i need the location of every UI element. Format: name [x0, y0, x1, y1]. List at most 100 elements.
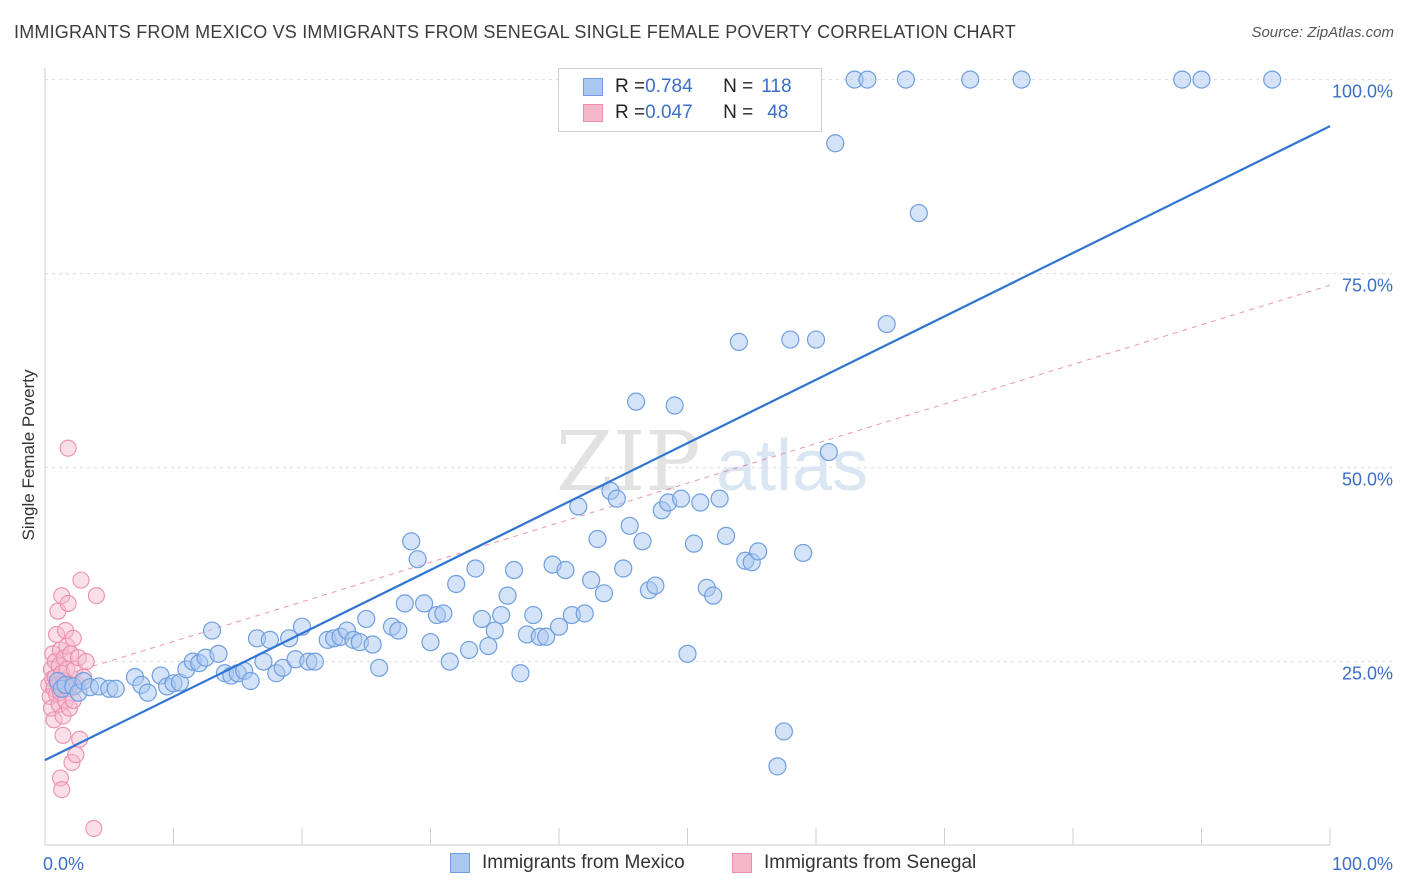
mexico-point	[768, 757, 787, 776]
senegal-point	[67, 746, 85, 764]
mexico-point	[794, 543, 813, 563]
mexico-point	[896, 70, 916, 89]
senegal-point	[60, 699, 78, 717]
mexico-point	[209, 644, 228, 663]
source-label: Source: ZipAtlas.com	[1251, 24, 1394, 41]
legend-r-value: 0.784	[645, 76, 693, 97]
legend-label-senegal: Immigrants from Senegal	[764, 852, 977, 873]
mexico-point	[1012, 70, 1031, 89]
mexico-point	[819, 442, 838, 462]
grid-lines	[45, 79, 1395, 663]
mexico-point	[363, 635, 382, 654]
mexico-point	[472, 609, 491, 629]
senegal-point	[59, 594, 77, 612]
mexico-point	[607, 489, 626, 508]
legend-row-senegal: R = 0.047 N = 48	[583, 101, 788, 125]
mexico-point	[716, 526, 736, 545]
legend-row-mexico: R = 0.784 N = 118	[583, 75, 792, 99]
legend-r-value: 0.047	[645, 102, 693, 123]
mexico-point	[389, 621, 408, 640]
mexico-trendline-group	[44, 125, 1331, 762]
legend-swatch-mexico	[583, 78, 603, 96]
chart-title: IMMIGRANTS FROM MEXICO VS IMMIGRANTS FRO…	[14, 22, 1016, 42]
legend-swatch-senegal	[583, 104, 603, 122]
senegal-point	[64, 629, 82, 647]
mexico-point	[749, 542, 768, 561]
legend-r-label: R =	[615, 76, 646, 97]
senegal-point	[69, 649, 87, 667]
mexico-point	[588, 529, 607, 549]
mexico-point	[594, 584, 614, 603]
mexico-point	[646, 576, 665, 595]
senegal-point	[63, 753, 81, 772]
mexico-point	[1263, 70, 1282, 89]
mexico-point	[447, 574, 466, 594]
mexico-point	[826, 134, 845, 153]
mexico-point	[710, 489, 729, 508]
mexico-point	[408, 550, 427, 569]
mexico-point	[138, 683, 157, 702]
y-tick-label: 25.0%	[1342, 664, 1393, 684]
mexico-point	[273, 658, 292, 677]
mexico-point	[434, 604, 453, 623]
senegal-point	[54, 726, 72, 744]
mexico-point	[402, 532, 421, 551]
legend-swatch-senegal	[732, 853, 752, 873]
senegal-points	[40, 439, 105, 837]
mexico-point	[498, 586, 517, 605]
legend-item-mexico[interactable]: Immigrants from Mexico	[450, 852, 685, 874]
mexico-point	[582, 571, 601, 590]
mexico-point	[806, 330, 826, 349]
mexico-point	[774, 722, 793, 741]
senegal-point	[59, 439, 77, 457]
legend-n-label: N =	[723, 102, 754, 123]
mexico-point	[524, 605, 543, 625]
mexico-point	[1173, 70, 1192, 89]
mexico-point	[485, 621, 504, 640]
x-tick-label: 100.0%	[1332, 854, 1393, 874]
mexico-point	[106, 679, 125, 698]
mexico-point	[909, 203, 928, 223]
y-tick-label: 100.0%	[1332, 82, 1393, 102]
legend-label-mexico: Immigrants from Mexico	[482, 852, 685, 873]
mexico-point	[459, 640, 479, 660]
mexico-point	[466, 559, 485, 578]
senegal-point	[85, 819, 103, 837]
mexico-point	[1192, 70, 1211, 89]
legend-n-value: 48	[767, 102, 789, 123]
senegal-trendline-group	[44, 284, 1331, 682]
mexico-point	[414, 594, 434, 613]
mexico-point	[504, 560, 524, 580]
legend-item-senegal[interactable]: Immigrants from Senegal	[732, 852, 976, 874]
mexico-point	[357, 609, 376, 629]
mexico-point	[620, 516, 639, 535]
mexico-point	[421, 633, 440, 652]
mexico-point	[575, 604, 594, 623]
mexico-point	[729, 332, 749, 351]
mexico-point	[858, 70, 877, 89]
mexico-point	[241, 671, 260, 691]
senegal-point	[87, 587, 105, 605]
mexico-point	[370, 658, 389, 677]
senegal-point	[72, 571, 90, 589]
mexico-trendline	[44, 125, 1331, 762]
mexico-point	[202, 621, 222, 640]
stats-legend: R = 0.784 N = 118 R = 0.047 N = 48	[558, 68, 822, 132]
legend-swatch-mexico	[450, 853, 470, 873]
mexico-point	[395, 594, 414, 613]
mexico-point	[626, 392, 646, 411]
y-tick-label: 50.0%	[1342, 470, 1393, 490]
mexico-point	[511, 664, 530, 683]
mexico-point	[537, 627, 556, 646]
senegal-point	[53, 781, 71, 799]
legend-n-label: N =	[723, 76, 754, 97]
mexico-point	[671, 489, 691, 508]
mexico-point	[549, 617, 569, 636]
y-tick-label: 75.0%	[1342, 276, 1393, 296]
legend-n-value: 118	[761, 76, 792, 97]
mexico-point	[556, 560, 575, 580]
senegal-point	[45, 711, 63, 729]
mexico-point	[633, 532, 652, 551]
mexico-point	[684, 534, 704, 553]
